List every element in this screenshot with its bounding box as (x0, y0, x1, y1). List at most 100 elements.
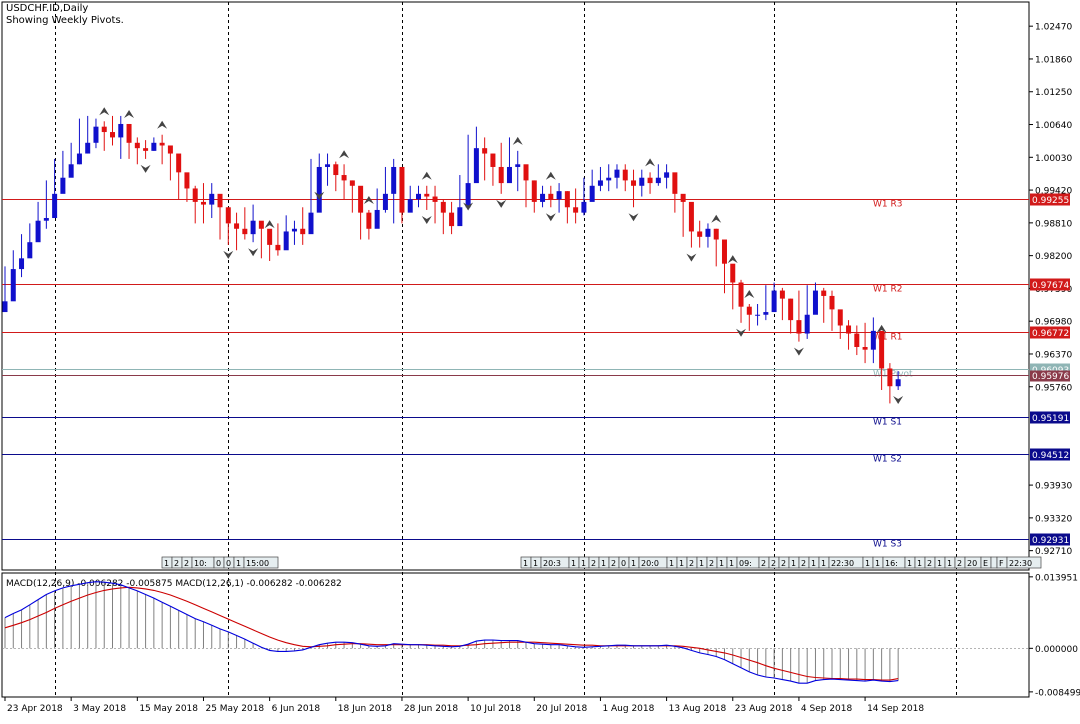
candle-body-77 (639, 177, 645, 186)
current-price-value: 0.95976 (1032, 372, 1069, 382)
candle-body-14 (118, 123, 124, 138)
candle-body-68 (564, 191, 570, 208)
fractal-down-icon-11 (793, 347, 804, 356)
time-strip-right-text-4: 1 (581, 559, 586, 568)
time-strip-right-text-1: 1 (533, 559, 538, 568)
x-tick-label-1: 3 May 2018 (73, 704, 126, 714)
candle-body-13 (110, 132, 116, 138)
candle-body-93 (771, 290, 777, 313)
pivot-label-6: W1 S3 (873, 540, 902, 550)
fractal-up-icon-4 (339, 150, 350, 159)
x-tick-label-5: 18 Jun 2018 (338, 704, 392, 714)
time-strip-right-text-14: 1 (699, 559, 704, 568)
candle-body-20 (167, 145, 173, 154)
candle-body-44 (366, 212, 372, 229)
candle-body-31 (258, 220, 264, 229)
candle-body-62 (515, 164, 521, 167)
candle-body-38 (316, 166, 322, 213)
candle-body-98 (812, 290, 818, 315)
candle-body-40 (333, 164, 339, 176)
candle-body-97 (804, 314, 810, 334)
candle-body-28 (234, 223, 240, 229)
time-strip-right-text-29: 16: (885, 559, 898, 568)
time-strip-right-text-8: 0 (621, 559, 626, 568)
fractal-down-icon-7 (545, 213, 556, 222)
time-strip-left-text-7: 15:00 (246, 559, 269, 568)
macd-pane-frame (1, 572, 1030, 698)
candle-body-76 (631, 180, 637, 186)
pivot-label-2: W1 R1 (873, 333, 902, 343)
x-tick-label-13: 14 Sep 2018 (867, 704, 924, 714)
price-tick-label-11: 0.95760 (1035, 383, 1072, 393)
x-tick-label-4: 6 Jun 2018 (272, 704, 321, 714)
time-strip-right-text-21: 2 (781, 559, 786, 568)
time-strip-right-text-10: 20:0 (641, 559, 659, 568)
candle-body-57 (473, 148, 479, 184)
candle-body-21 (176, 153, 182, 173)
candle-body-55 (457, 207, 463, 227)
pivot-label-5: W1 S2 (873, 455, 902, 465)
price-tick-label-2: 1.01250 (1035, 88, 1072, 98)
candle-body-12 (101, 126, 107, 133)
time-strip-right-text-24: 1 (811, 559, 816, 568)
candle-body-33 (275, 244, 281, 251)
candle-body-70 (581, 201, 587, 213)
pivot-label-4: W1 S1 (873, 418, 902, 428)
candle-body-103 (854, 333, 860, 347)
candle-body-101 (837, 309, 843, 326)
pivot-price-badge-6 (1030, 533, 1070, 546)
candle-body-66 (548, 193, 554, 200)
candle-body-80 (664, 172, 670, 178)
time-strip-right-text-40: 22:30 (1009, 559, 1032, 568)
time-strip-left-text-4: 0 (216, 559, 221, 568)
time-strip-right-text-11: 1 (669, 559, 674, 568)
time-strip-right-text-39: F (999, 559, 1004, 568)
candle-body-105 (870, 330, 876, 350)
time-strip-left-text-0: 1 (164, 559, 169, 568)
time-strip-left-text-1: 2 (174, 559, 179, 568)
time-strip-right-text-7: 2 (611, 559, 616, 568)
time-strip-right-text-30: 1 (907, 559, 912, 568)
candle-body-58 (482, 148, 488, 154)
price-tick-label-1: 1.01860 (1035, 55, 1072, 65)
fractal-down-icon-9 (686, 253, 697, 262)
price-tick-label-7: 0.98200 (1035, 252, 1072, 262)
macd-tick-label-2: -0.008499 (1035, 688, 1080, 698)
x-tick-label-12: 4 Sep 2018 (801, 704, 853, 714)
candle-body-52 (432, 196, 438, 202)
time-strip-right-text-34: 1 (947, 559, 952, 568)
pivot-label-1: W1 R2 (873, 285, 902, 295)
candle-body-39 (325, 164, 331, 167)
fractal-up-icon-5 (363, 195, 374, 204)
pivot-price-value-0: 0.99255 (1032, 196, 1069, 206)
candle-body-73 (606, 177, 612, 181)
candle-body-41 (341, 175, 347, 181)
pivot-price-badge-2 (1030, 326, 1070, 339)
fractal-down-icon-12 (893, 395, 904, 404)
time-strip-left-text-5: 0 (226, 559, 231, 568)
time-strip-right-text-27: 1 (865, 559, 870, 568)
price-tick-label-0: 1.02470 (1035, 23, 1072, 33)
candle-body-8 (68, 164, 74, 178)
fractal-up-icon-1 (124, 109, 135, 118)
candle-body-89 (738, 282, 744, 307)
candle-body-3 (27, 242, 33, 259)
candle-body-82 (680, 193, 686, 202)
fractal-up-icon-0 (99, 107, 110, 116)
candle-body-25 (209, 193, 215, 205)
candle-body-78 (647, 177, 653, 184)
candle-body-24 (200, 201, 206, 205)
candle-body-34 (283, 231, 289, 251)
time-strip-right-text-31: 1 (917, 559, 922, 568)
time-strip-right-text-0: 1 (523, 559, 528, 568)
candle-body-100 (829, 295, 835, 310)
time-strip-left-text-2: 2 (184, 559, 189, 568)
price-tick-label-5: 0.99420 (1035, 187, 1072, 197)
price-tick-label-14: 0.92710 (1035, 547, 1072, 557)
fractal-up-icon-11 (727, 255, 738, 264)
time-strip-right-text-26: 22:30 (831, 559, 854, 568)
time-strip-right-text-23: 2 (801, 559, 806, 568)
price-tick-label-13: 0.93320 (1035, 514, 1072, 524)
time-strip-right-text-5: 2 (591, 559, 596, 568)
